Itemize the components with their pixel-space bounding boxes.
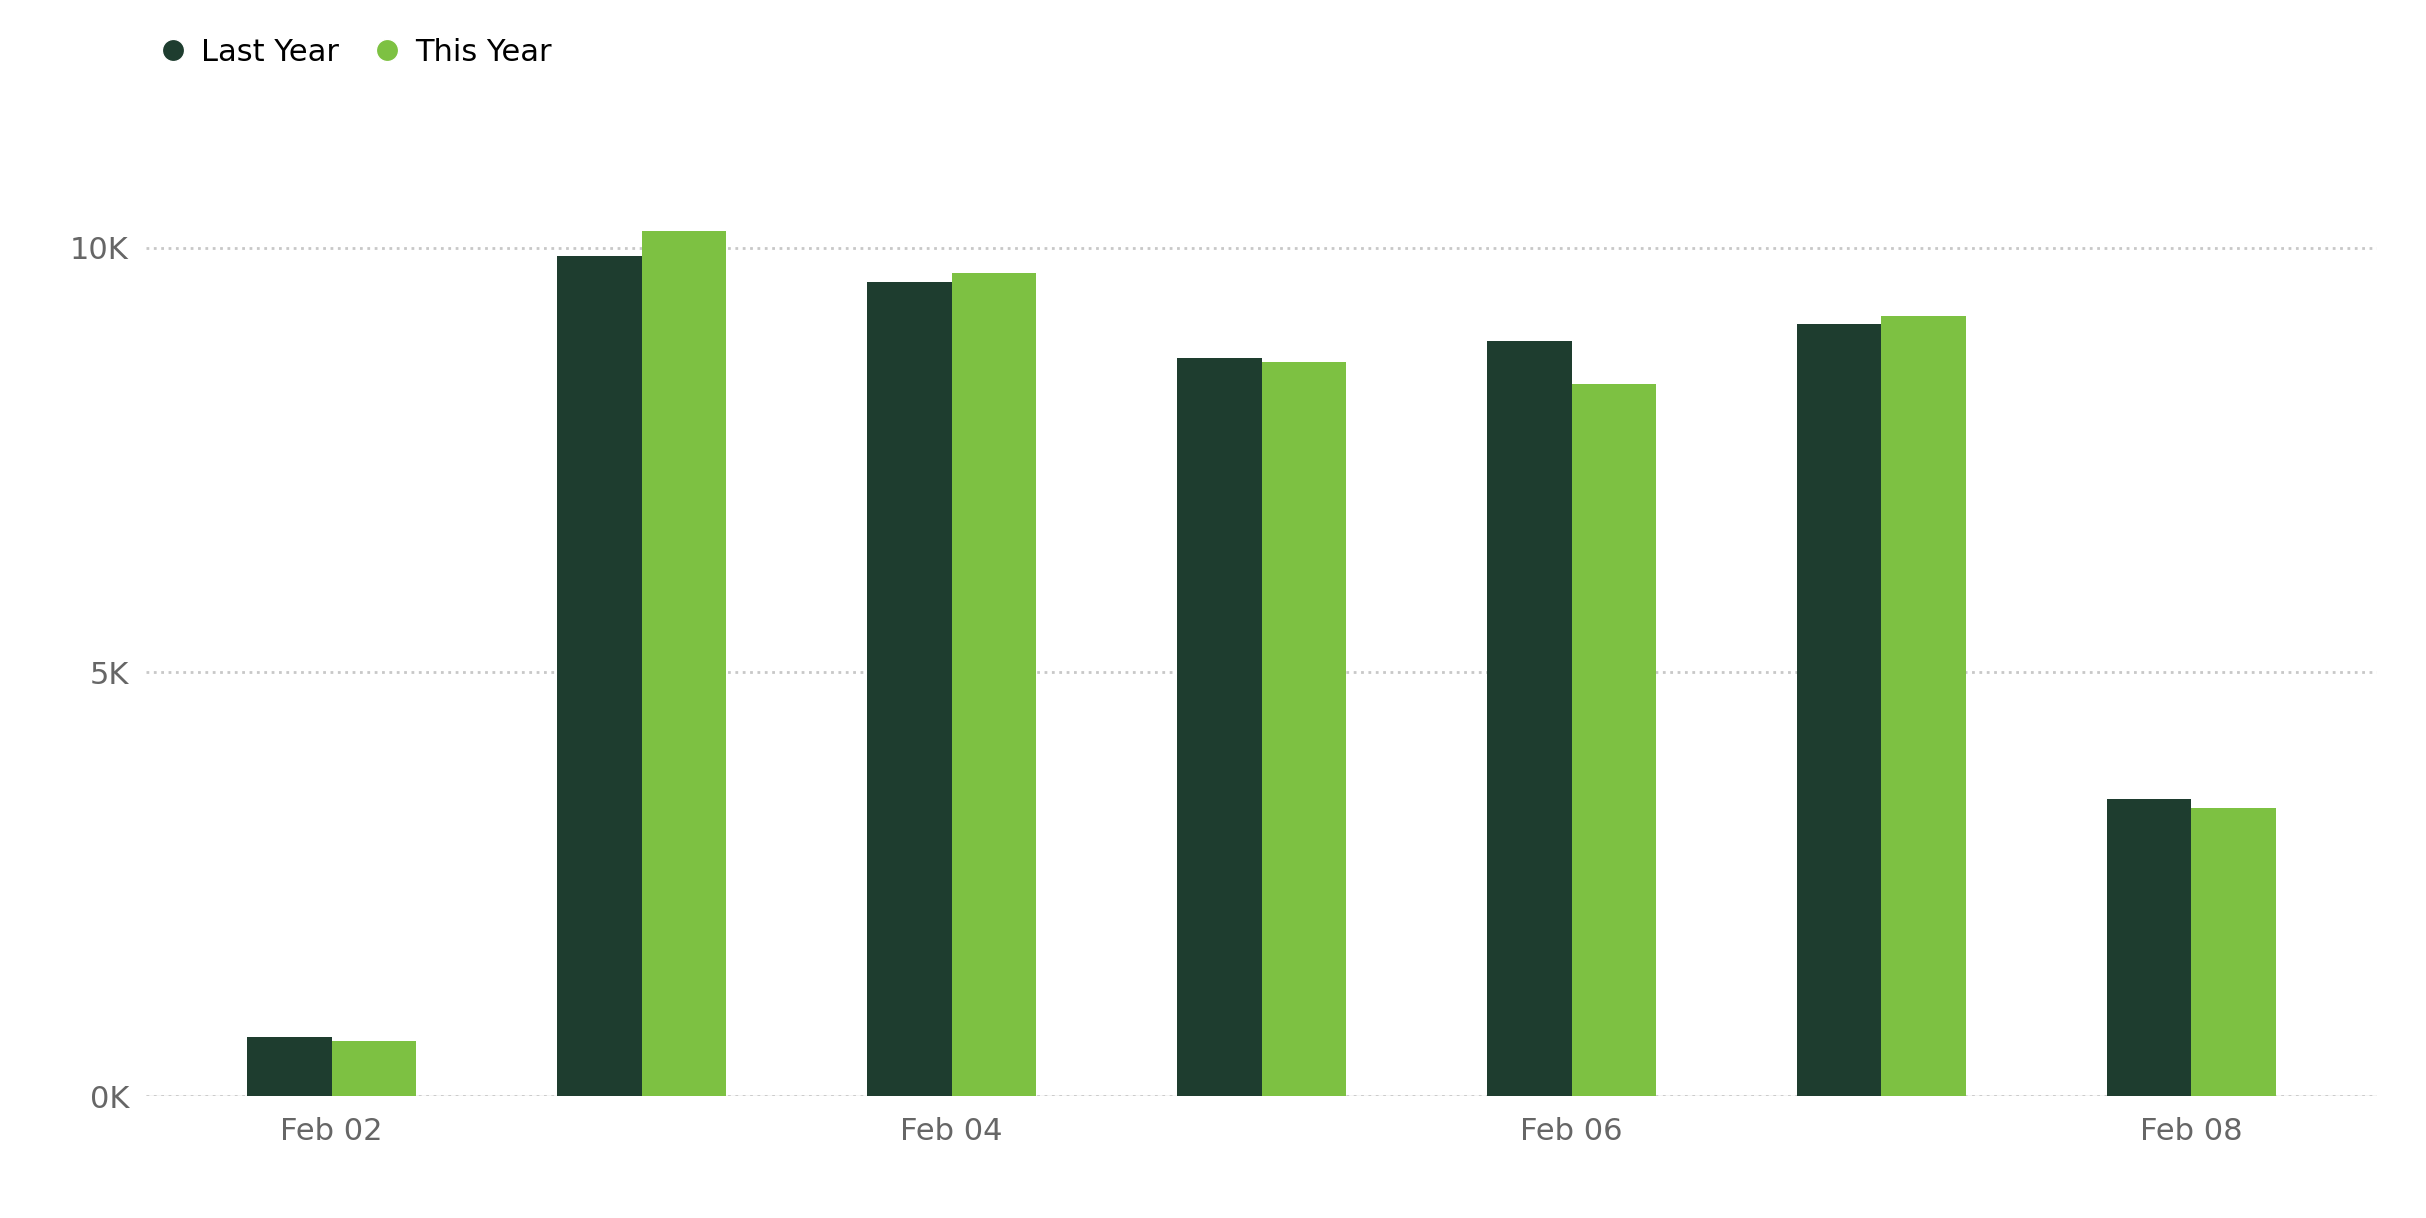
Bar <box>640 231 725 1096</box>
Bar <box>951 273 1036 1096</box>
Bar <box>1572 384 1655 1096</box>
Bar <box>2191 808 2276 1096</box>
Bar <box>247 1037 332 1096</box>
Legend: Last Year, This Year: Last Year, This Year <box>160 38 551 67</box>
Bar <box>869 281 951 1096</box>
Bar <box>558 257 640 1096</box>
Bar <box>1262 363 1346 1096</box>
Bar <box>2108 799 2191 1096</box>
Bar <box>332 1041 415 1096</box>
Bar <box>1487 341 1572 1096</box>
Bar <box>1798 324 1883 1096</box>
Bar <box>1883 315 1965 1096</box>
Bar <box>1177 358 1262 1096</box>
